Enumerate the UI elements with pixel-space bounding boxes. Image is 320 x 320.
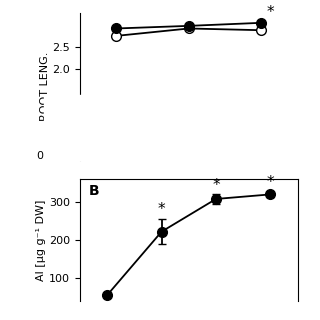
Bar [44,95,298,160]
Legend: H$_2$O, AlCl$_3$: H$_2$O, AlCl$_3$ [96,105,159,147]
Text: *: * [267,5,274,20]
Text: *: * [267,175,274,190]
Text: B: B [89,184,99,198]
Text: 0.0: 0.0 [36,151,54,161]
Y-axis label: ROOT LENG.: ROOT LENG. [40,52,50,121]
Text: *: * [158,202,165,217]
Text: *: * [212,178,220,193]
Y-axis label: Al [µg g⁻¹ DW]: Al [µg g⁻¹ DW] [36,199,46,281]
